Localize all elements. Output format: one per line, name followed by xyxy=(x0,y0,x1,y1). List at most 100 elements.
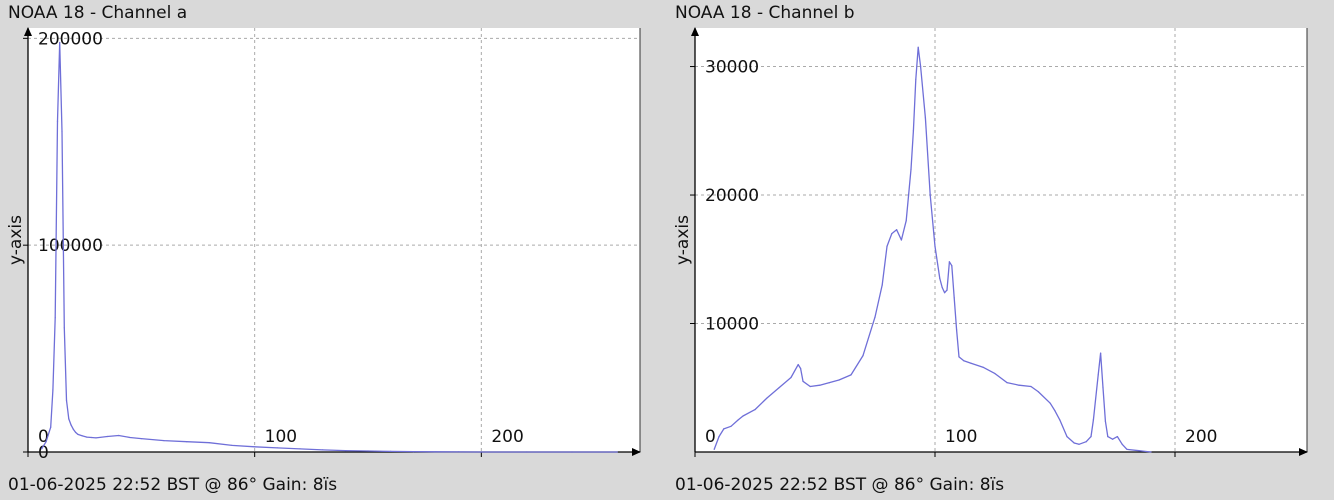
data-point xyxy=(982,366,984,368)
data-point xyxy=(718,436,720,438)
x-tick-label: 200 xyxy=(1185,427,1217,447)
data-point xyxy=(106,435,108,438)
data-point xyxy=(905,220,907,222)
chart-panel-b: NOAA 18 - Channel b 0 100 200 10000 20000 300… xyxy=(667,0,1334,500)
chart-plot-b: 0 100 200 10000 20000 30000 y-axis xyxy=(673,27,1308,457)
data-point xyxy=(1037,391,1039,393)
data-point xyxy=(862,355,864,357)
data-point xyxy=(1107,436,1109,438)
data-point xyxy=(951,265,953,267)
data-point xyxy=(802,380,804,382)
chart-panel-a: NOAA 18 - Channel a 0 100 200 0 100000 200000… xyxy=(6,3,641,495)
y-tick-label: 200000 xyxy=(38,29,103,49)
data-point xyxy=(742,415,744,417)
data-point xyxy=(1078,443,1080,445)
y-tick-label: 0 xyxy=(38,443,49,463)
data-point xyxy=(1054,410,1056,412)
y-tick-label: 30000 xyxy=(705,58,759,78)
y-tick-label: 100000 xyxy=(38,236,103,256)
data-point xyxy=(322,449,324,451)
data-point xyxy=(766,397,768,399)
chart-title: NOAA 18 - Channel a xyxy=(8,3,188,23)
data-point xyxy=(924,117,926,119)
data-point xyxy=(390,450,392,452)
data-point xyxy=(790,376,792,379)
y-axis-arrow-icon xyxy=(24,27,32,36)
data-point xyxy=(948,261,950,263)
data-point xyxy=(1006,382,1008,384)
data-point xyxy=(953,297,955,299)
data-point xyxy=(140,438,142,440)
data-point xyxy=(70,424,72,426)
x-tick-label: 0 xyxy=(705,427,716,447)
data-point xyxy=(730,425,732,427)
data-point xyxy=(1116,436,1118,438)
data-point xyxy=(86,436,88,438)
data-point xyxy=(254,446,256,448)
data-point xyxy=(934,245,936,247)
data-point xyxy=(45,441,47,443)
data-point xyxy=(65,399,68,401)
data-point xyxy=(819,384,821,386)
data-point xyxy=(838,379,840,381)
data-point xyxy=(800,367,802,370)
data-point xyxy=(910,168,912,170)
data-point xyxy=(963,360,965,362)
data-point xyxy=(208,442,210,444)
data-point xyxy=(1138,450,1140,452)
data-point xyxy=(874,316,876,318)
data-point xyxy=(1102,387,1104,389)
data-point xyxy=(994,373,996,375)
data-point xyxy=(958,356,960,358)
data-point xyxy=(81,435,83,437)
data-point xyxy=(52,389,54,391)
chart-footer: 01-06-2025 22:52 BST @ 86° Gain: 8ïs xyxy=(8,475,338,495)
data-point xyxy=(946,289,948,291)
data-point xyxy=(970,362,972,364)
data-point xyxy=(75,431,77,433)
data-point xyxy=(1085,441,1087,443)
data-point xyxy=(713,448,715,450)
data-point xyxy=(1066,436,1068,438)
data-point xyxy=(809,385,811,388)
data-point xyxy=(72,428,74,430)
data-point xyxy=(526,451,528,453)
data-point xyxy=(56,120,59,122)
data-point xyxy=(480,451,482,453)
data-point xyxy=(828,382,830,384)
data-point xyxy=(754,409,756,411)
data-point xyxy=(163,440,165,442)
data-point xyxy=(61,130,63,132)
data-point xyxy=(77,433,79,435)
data-point xyxy=(886,245,888,247)
x-axis-arrow-icon xyxy=(632,448,641,456)
data-point xyxy=(50,426,52,428)
chart-title: NOAA 18 - Channel b xyxy=(675,3,855,23)
data-point xyxy=(797,364,799,366)
data-point xyxy=(1104,420,1106,422)
data-point xyxy=(90,436,93,439)
data-point xyxy=(1112,438,1114,440)
data-point xyxy=(850,374,852,376)
data-point xyxy=(1097,374,1099,376)
data-point xyxy=(1126,448,1128,450)
data-point xyxy=(941,286,943,289)
data-point xyxy=(63,327,65,329)
data-point xyxy=(95,437,97,439)
data-point xyxy=(412,451,414,453)
data-point xyxy=(929,194,931,196)
plot-area xyxy=(695,28,1307,452)
data-point xyxy=(1059,419,1061,421)
data-point xyxy=(1100,352,1102,354)
data-point xyxy=(891,233,893,235)
data-point xyxy=(912,130,914,132)
x-tick-label: 200 xyxy=(491,427,523,447)
data-point xyxy=(616,451,618,453)
data-point xyxy=(68,418,70,420)
data-point xyxy=(1030,385,1032,388)
data-point xyxy=(59,41,61,44)
data-point xyxy=(917,46,919,48)
chart-plot-a: 0 100 200 0 100000 200000 y-axis xyxy=(6,27,641,463)
data-point xyxy=(367,450,369,452)
x-tick-label: 100 xyxy=(265,427,297,447)
